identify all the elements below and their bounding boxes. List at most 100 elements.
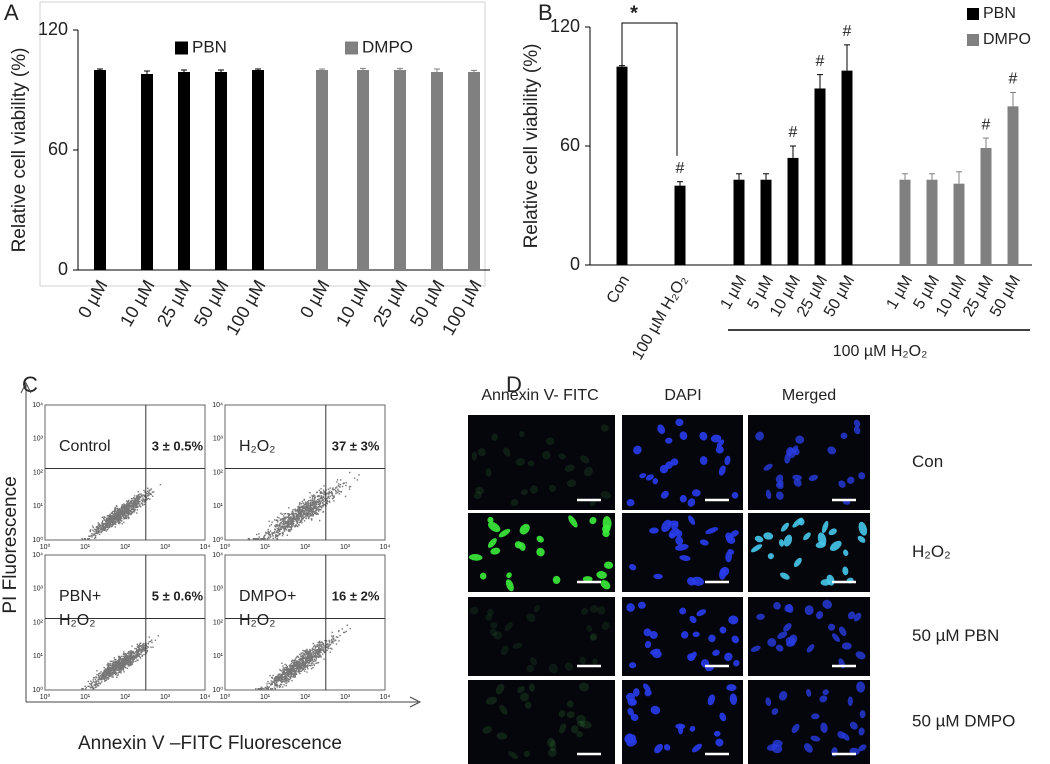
cell-dot <box>317 501 320 503</box>
cell-dot <box>281 678 283 681</box>
cell-dot <box>139 645 142 648</box>
cell-dot <box>98 524 100 526</box>
cell-dot <box>310 508 312 510</box>
cell-dot <box>289 669 291 672</box>
cell-dot <box>286 521 288 523</box>
cell-dot <box>285 682 288 685</box>
cell-dot <box>326 492 328 495</box>
cell-dot <box>328 647 330 650</box>
cell-dot <box>315 501 318 504</box>
cell <box>602 524 611 533</box>
cell-dot <box>299 520 302 522</box>
cell-dot <box>141 645 143 647</box>
cell-dot <box>275 535 277 537</box>
cell-dot <box>279 533 281 535</box>
cell-dot <box>328 491 331 494</box>
cell-dot <box>302 660 304 663</box>
cell-dot <box>101 681 103 683</box>
cell-dot <box>286 513 289 515</box>
cell-dot <box>316 509 318 511</box>
cell-dot <box>303 654 306 656</box>
cell-dot <box>102 517 105 519</box>
cell-dot <box>314 649 317 652</box>
cell-dot <box>333 496 335 498</box>
cell-dot <box>89 686 92 689</box>
cell-dot <box>105 523 107 525</box>
cell-dot <box>325 640 328 642</box>
cell-dot <box>137 659 139 661</box>
cell-dot <box>316 651 318 654</box>
cell-dot <box>110 518 112 520</box>
cell-dot <box>123 653 125 655</box>
axis-tick-label: 10⁰ <box>220 693 231 701</box>
cell-dot <box>127 516 130 519</box>
cell-dot <box>297 669 300 672</box>
y-tick-label: 0 <box>58 259 68 279</box>
cell-dot <box>280 512 282 515</box>
cell-dot <box>300 663 302 665</box>
cell-dot <box>111 663 113 666</box>
cell-dot <box>95 680 98 683</box>
cell-dot <box>323 500 325 503</box>
cell <box>750 544 763 553</box>
cell-dot <box>312 504 314 506</box>
cell-dot <box>267 688 269 690</box>
cell-dot <box>106 670 108 672</box>
panel-label: B <box>538 0 553 25</box>
cell-dot <box>296 510 298 512</box>
cell-dot <box>298 521 301 524</box>
cell-dot <box>302 652 304 654</box>
cell-dot <box>303 503 306 506</box>
cell-dot <box>276 683 278 686</box>
cell-dot <box>295 663 297 666</box>
cell-dot <box>306 671 308 673</box>
cell-dot <box>289 530 291 533</box>
cell-dot <box>276 535 279 538</box>
cell-dot <box>117 665 120 667</box>
cell <box>787 448 796 459</box>
cell <box>659 464 669 474</box>
cell-dot <box>321 496 323 499</box>
cell <box>589 632 598 641</box>
cell-dot <box>302 509 305 512</box>
cell-dot <box>283 675 286 678</box>
cell-dot <box>309 503 312 506</box>
cell-dot <box>272 535 274 537</box>
cell-dot <box>322 502 324 505</box>
cell-dot <box>112 664 115 666</box>
cell-dot <box>297 664 300 666</box>
cell-dot <box>292 668 295 670</box>
cell-dot <box>130 653 133 655</box>
cell-dot <box>254 538 257 540</box>
cell <box>643 628 652 637</box>
cell-dot <box>138 646 140 649</box>
cell <box>490 622 498 629</box>
cell-dot <box>291 679 293 682</box>
cell-dot <box>290 669 293 672</box>
cell-dot <box>129 513 131 516</box>
cell-dot <box>293 672 295 674</box>
cell-dot <box>111 676 113 678</box>
cell-dot <box>292 513 294 516</box>
cell-dot <box>283 668 286 670</box>
cell-dot <box>316 655 319 658</box>
cell-dot <box>302 658 304 660</box>
cell <box>542 450 551 460</box>
cell-dot <box>309 660 312 662</box>
axis-tick-label: 10³ <box>213 436 224 443</box>
cell-dot <box>118 511 120 514</box>
cell-dot <box>91 534 93 537</box>
cell <box>786 604 794 613</box>
cell-dot <box>110 516 113 519</box>
cell-dot <box>115 523 117 526</box>
cell-dot <box>132 508 134 510</box>
panel-label: D <box>506 372 522 397</box>
cell-dot <box>302 505 304 507</box>
cell <box>652 478 659 485</box>
cell-dot <box>330 490 333 493</box>
cell-dot <box>113 668 116 670</box>
cell-dot <box>115 668 118 670</box>
cell-dot <box>291 517 294 520</box>
cell <box>629 563 637 571</box>
cell-dot <box>277 521 279 523</box>
